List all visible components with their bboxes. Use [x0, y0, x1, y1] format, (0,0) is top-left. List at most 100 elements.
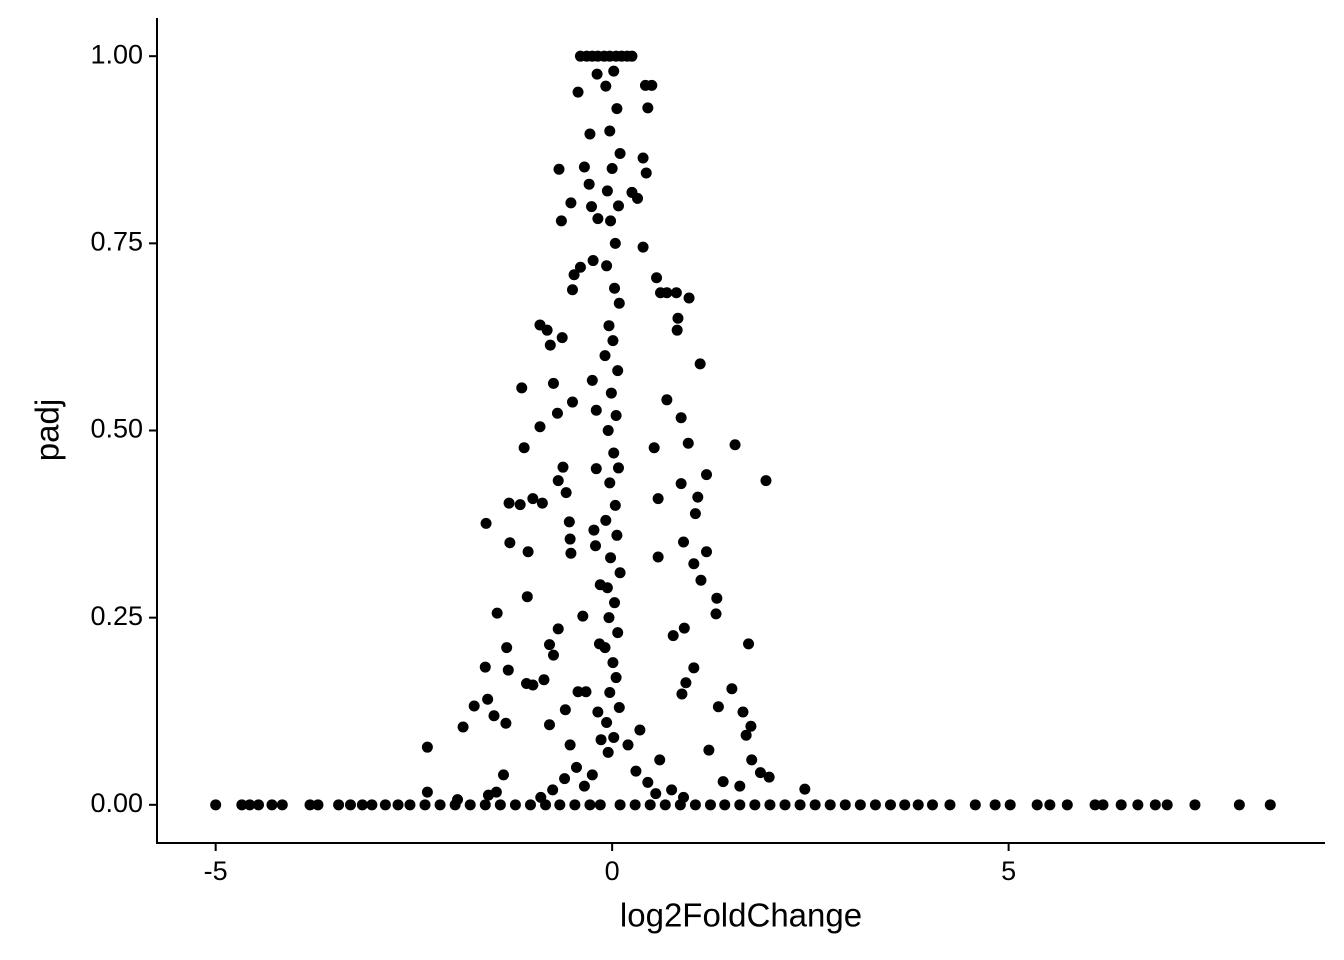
point — [899, 799, 911, 811]
point — [544, 639, 556, 651]
point — [554, 799, 566, 811]
point — [541, 324, 553, 336]
point — [678, 622, 690, 634]
point — [614, 799, 626, 811]
point — [500, 717, 512, 729]
point — [210, 799, 222, 811]
point — [1044, 799, 1056, 811]
point — [637, 241, 649, 253]
point — [612, 200, 624, 212]
point — [538, 674, 550, 686]
point — [421, 786, 433, 798]
point — [504, 537, 516, 549]
point — [760, 475, 772, 487]
point — [794, 799, 806, 811]
point — [509, 799, 521, 811]
point — [754, 767, 766, 779]
point — [661, 287, 673, 299]
point — [552, 475, 564, 487]
point — [252, 799, 264, 811]
point — [678, 536, 690, 548]
point — [502, 664, 514, 676]
point — [743, 638, 755, 650]
point — [333, 799, 345, 811]
point — [612, 462, 624, 474]
point — [392, 799, 404, 811]
point — [491, 607, 503, 619]
point — [1264, 799, 1276, 811]
point — [591, 68, 603, 80]
point — [746, 754, 758, 766]
point — [652, 551, 664, 563]
point — [1097, 799, 1109, 811]
point — [613, 701, 625, 713]
point — [547, 377, 559, 389]
point — [1004, 799, 1016, 811]
point — [644, 799, 656, 811]
point — [593, 638, 605, 650]
point — [544, 719, 556, 731]
point — [779, 799, 791, 811]
point — [609, 282, 621, 294]
point — [609, 237, 621, 249]
point — [600, 80, 612, 92]
point — [379, 799, 391, 811]
point — [565, 197, 577, 209]
point — [594, 799, 606, 811]
point — [601, 716, 613, 728]
point — [544, 339, 556, 351]
point — [944, 799, 956, 811]
point — [527, 679, 539, 691]
point — [503, 497, 515, 509]
y-tick-label: 0.00 — [90, 788, 143, 818]
point — [672, 312, 684, 324]
point — [632, 192, 644, 204]
point — [611, 529, 623, 541]
point — [689, 508, 701, 520]
point — [734, 799, 746, 811]
point — [612, 627, 624, 639]
point — [884, 799, 896, 811]
point — [564, 533, 576, 545]
point — [452, 794, 464, 806]
point — [701, 469, 713, 481]
plot-points — [210, 50, 1276, 811]
point — [607, 335, 619, 347]
y-tick-label: 0.75 — [90, 226, 143, 256]
point — [692, 491, 704, 503]
point — [710, 608, 722, 620]
point — [564, 739, 576, 751]
point — [648, 442, 660, 454]
point — [547, 649, 559, 661]
point — [606, 162, 618, 174]
point — [608, 447, 620, 459]
point — [605, 215, 617, 227]
point — [276, 799, 288, 811]
point — [482, 693, 494, 705]
point — [651, 272, 663, 284]
point — [603, 612, 615, 624]
point — [590, 463, 602, 475]
point — [608, 731, 620, 743]
point — [569, 799, 581, 811]
point — [839, 799, 851, 811]
point — [344, 799, 356, 811]
point — [587, 255, 599, 267]
point — [560, 487, 572, 499]
point — [536, 497, 548, 509]
point — [567, 284, 579, 296]
point — [614, 567, 626, 579]
point — [869, 799, 881, 811]
point — [1115, 799, 1127, 811]
point — [652, 493, 664, 505]
point — [551, 407, 563, 419]
point — [680, 677, 692, 689]
point — [666, 784, 678, 796]
point — [678, 791, 690, 803]
point — [605, 552, 617, 564]
point — [570, 761, 582, 773]
point — [745, 720, 757, 732]
point — [612, 365, 624, 377]
point — [572, 686, 584, 698]
point — [703, 744, 715, 756]
